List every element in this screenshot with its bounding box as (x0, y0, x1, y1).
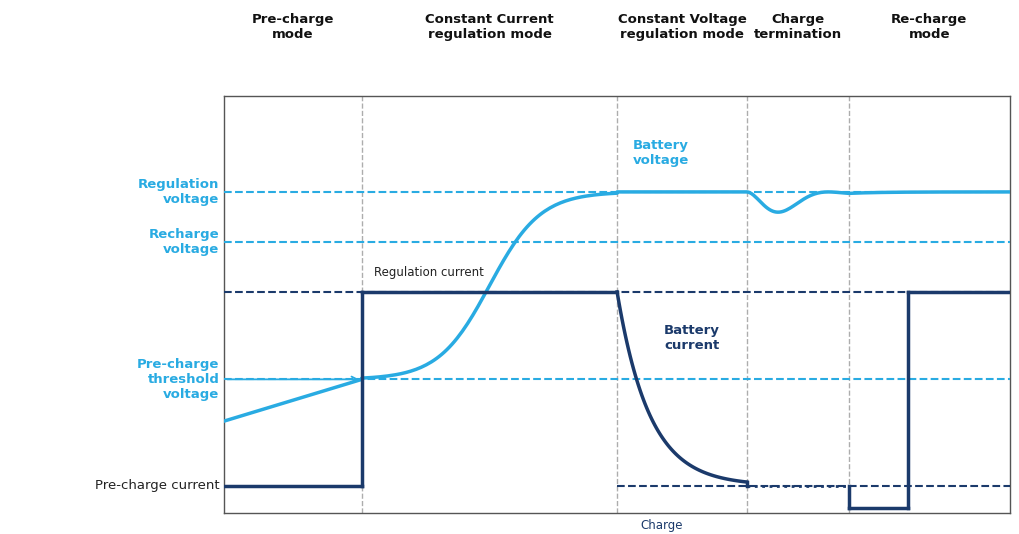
Text: Constant Current
regulation mode: Constant Current regulation mode (425, 13, 553, 41)
Text: Recharge
voltage: Recharge voltage (149, 228, 219, 256)
Text: Charge
termination current: Charge termination current (640, 519, 756, 534)
Text: Pre-charge current: Pre-charge current (95, 479, 219, 492)
Text: Charge
termination: Charge termination (753, 13, 841, 41)
Text: Pre-charge
mode: Pre-charge mode (252, 13, 334, 41)
Text: Battery
current: Battery current (663, 324, 719, 352)
Text: Constant Voltage
regulation mode: Constant Voltage regulation mode (616, 13, 746, 41)
Text: Battery
voltage: Battery voltage (632, 139, 689, 167)
Text: Regulation
voltage: Regulation voltage (138, 178, 219, 206)
Text: Regulation current: Regulation current (373, 266, 483, 279)
Text: Pre-charge
threshold
voltage: Pre-charge threshold voltage (137, 358, 219, 401)
Text: Re-charge
mode: Re-charge mode (891, 13, 966, 41)
